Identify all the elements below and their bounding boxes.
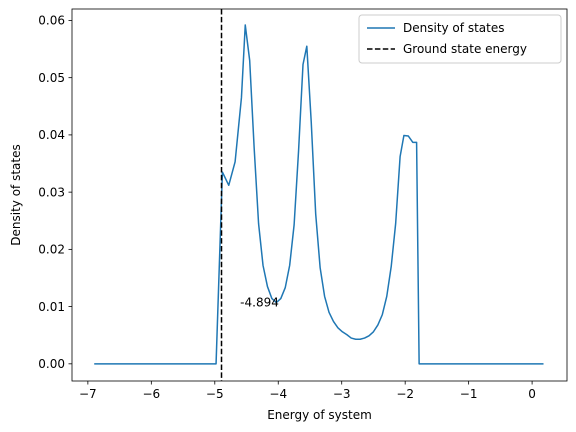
y-tick-label: 0.05	[38, 71, 65, 85]
axes-frame	[71, 8, 568, 382]
y-tick-label: 0.01	[38, 300, 65, 314]
plot-area	[94, 9, 544, 381]
x-tick-label: −7	[79, 387, 97, 401]
legend-label-density: Density of states	[403, 21, 504, 35]
y-tick-label: 0.04	[38, 128, 65, 142]
y-tick-label: 0.00	[38, 357, 65, 371]
legend: Density of states Ground state energy	[358, 14, 562, 64]
x-axis-label: Energy of system	[267, 408, 372, 422]
x-tick-label: −2	[396, 387, 414, 401]
x-tick-label: −4	[269, 387, 287, 401]
x-tick-label: −3	[333, 387, 351, 401]
y-tick-label: 0.03	[38, 185, 65, 199]
x-tick-label: −5	[206, 387, 224, 401]
series-line-density	[94, 24, 544, 365]
legend-box	[358, 14, 562, 64]
x-tick-label: 0	[528, 387, 536, 401]
legend-label-ground-state: Ground state energy	[403, 42, 527, 56]
x-tick-label: −1	[460, 387, 478, 401]
y-tick-label: 0.06	[38, 14, 65, 28]
ground-state-annotation: -4.894	[240, 296, 279, 310]
x-tick-label: −6	[142, 387, 160, 401]
y-tick-label: 0.02	[38, 243, 65, 257]
tick-marks: −7 −6 −5 −4 −3 −2 −1 0 0.00 0.01 0.02 0.03 0.04 0.05 0…	[38, 14, 536, 401]
y-axis-label: Density of states	[9, 144, 23, 245]
